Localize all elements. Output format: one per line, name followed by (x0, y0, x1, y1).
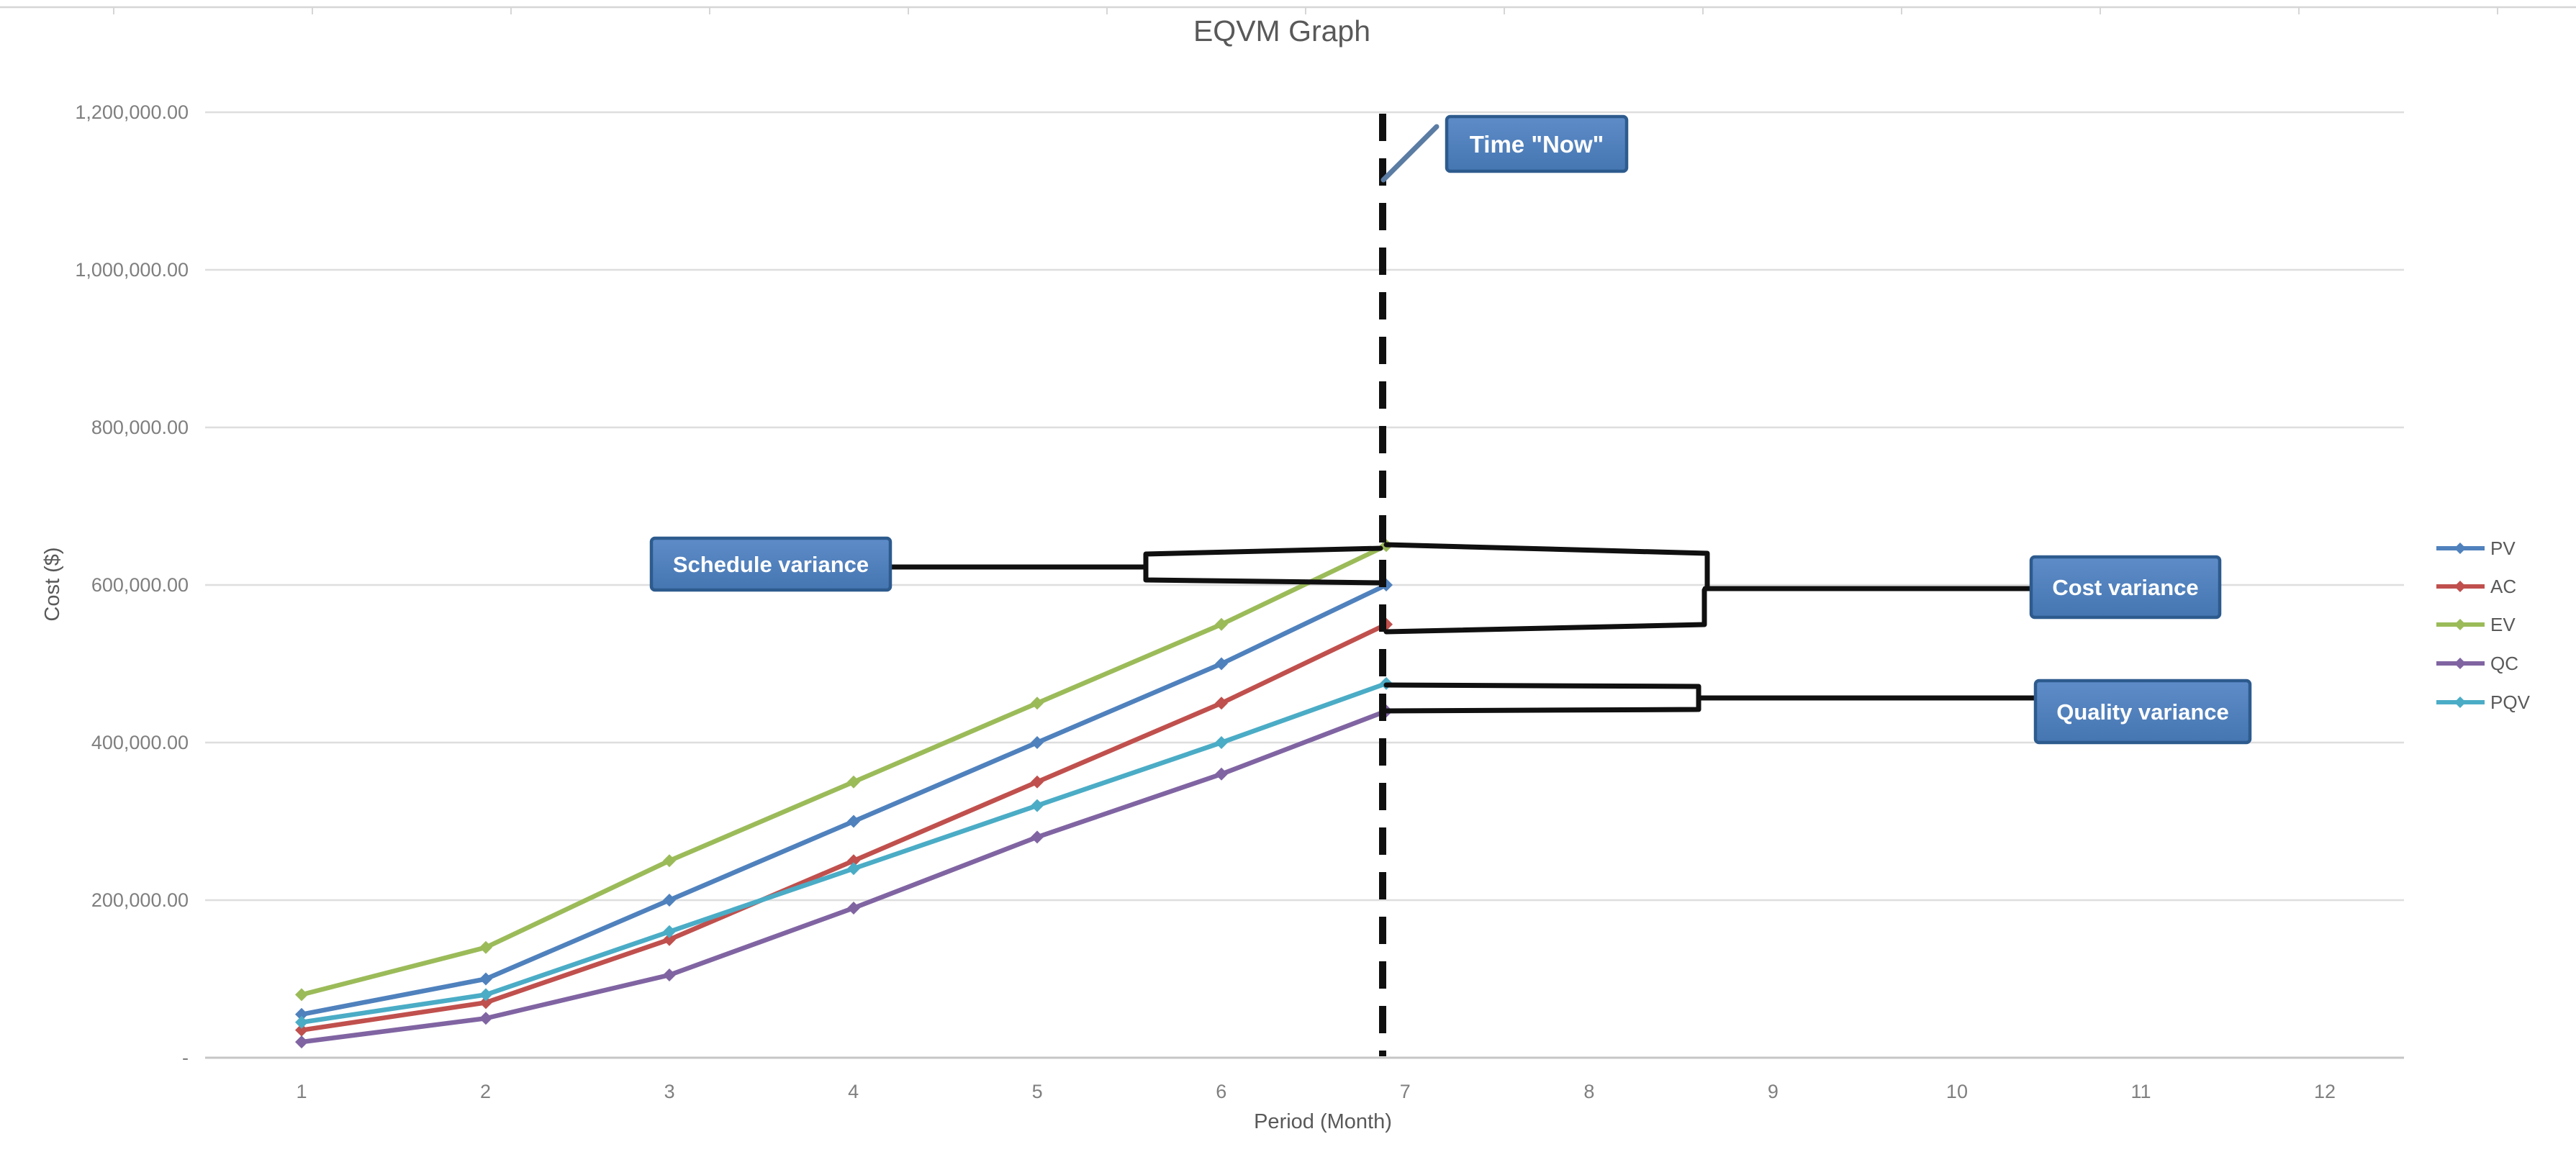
series-QC-line[interactable] (299, 708, 1389, 1045)
series-PQV[interactable] (295, 676, 1393, 1029)
legend-marker-PQV (2454, 697, 2466, 708)
legend-marker-EV (2454, 619, 2466, 630)
series-QC-marker (1031, 830, 1044, 844)
series-PQV-line[interactable] (299, 681, 1389, 1025)
series-EV-marker (295, 988, 308, 1002)
series-QC-marker (663, 968, 676, 982)
x-tick-label: 4 (848, 1081, 859, 1102)
legend-item-PQV[interactable]: PQV (2436, 691, 2531, 713)
quality-variance-callout[interactable]: Quality variance (2033, 679, 2252, 745)
x-tick-label: 10 (1946, 1081, 1968, 1102)
series-EV-marker (847, 775, 860, 789)
series-AC-marker (295, 1023, 308, 1037)
y-tick-label: 800,000.00 (91, 417, 189, 438)
cost-variance-callout-rect[interactable] (2029, 555, 2222, 620)
series-EV-marker (1031, 697, 1044, 710)
series-AC-marker (847, 854, 860, 868)
legend-item-PV[interactable]: PV (2436, 537, 2516, 559)
series-PQV-marker (295, 1015, 308, 1029)
legend-item-QC[interactable]: QC (2436, 653, 2518, 674)
legend-label-PV: PV (2490, 537, 2516, 559)
x-tick-label: 8 (1583, 1081, 1594, 1102)
series-PQV-marker (479, 988, 492, 1002)
cost-variance-bracket (1383, 542, 2034, 635)
series-EV-marker (1215, 617, 1228, 631)
legend-item-AC[interactable]: AC (2436, 576, 2516, 597)
legend-marker-PV (2454, 543, 2466, 554)
cost-variance-callout[interactable]: Cost variance (2029, 555, 2222, 620)
schedule-variance-callout-label: Schedule variance (673, 552, 869, 577)
y-tick-label: 600,000.00 (91, 574, 189, 596)
x-tick-label: 6 (1216, 1081, 1226, 1102)
schedule-variance-callout-rect[interactable] (649, 536, 892, 592)
quality-variance-callout-label: Quality variance (2056, 699, 2229, 725)
series-PV-marker (663, 894, 676, 907)
quality-variance-bracket (1383, 682, 2038, 714)
chart-title: EQVM Graph (1193, 14, 1370, 47)
x-tick-label: 1 (296, 1081, 307, 1102)
y-tick-label: 200,000.00 (91, 889, 189, 911)
series-QC-marker (1215, 767, 1228, 781)
legend-marker-QC (2454, 658, 2466, 669)
series-QC-marker (479, 1012, 492, 1025)
x-tick-label: 7 (1400, 1081, 1411, 1102)
series-AC-marker (663, 933, 676, 946)
x-axis-title: Period (Month) (1254, 1110, 1392, 1133)
series-EV-marker (479, 940, 492, 954)
series-PV-line[interactable] (299, 582, 1389, 1017)
legend-label-QC: QC (2490, 653, 2518, 674)
legend-label-EV: EV (2490, 614, 2516, 635)
cost-variance-callout-label: Cost variance (2052, 575, 2198, 600)
series-PV-marker (1031, 736, 1044, 749)
y-tick-label: 1,200,000.00 (75, 101, 189, 123)
time-now-callout-label: Time "Now" (1470, 131, 1604, 158)
legend-marker-AC (2454, 581, 2466, 592)
schedule-variance-callout[interactable]: Schedule variance (649, 536, 892, 592)
series-QC-marker (847, 901, 860, 915)
x-tick-label: 5 (1032, 1081, 1043, 1102)
x-tick-label: 3 (664, 1081, 675, 1102)
y-tick-label: 400,000.00 (91, 732, 189, 753)
y-axis-title: Cost ($) (41, 547, 64, 621)
legend-label-AC: AC (2490, 576, 2516, 597)
x-tick-label: 11 (2130, 1081, 2151, 1102)
series-PV[interactable] (295, 579, 1393, 1021)
y-tick-label: - (182, 1047, 189, 1069)
series-EV-marker (663, 854, 676, 868)
series-PV-marker (847, 815, 860, 828)
series-PV-marker (479, 972, 492, 986)
quality-variance-callout-rect[interactable] (2033, 679, 2252, 745)
series-PQV-marker (847, 862, 860, 876)
time-now-callout-rect[interactable] (1445, 114, 1629, 173)
x-tick-label: 2 (480, 1081, 491, 1102)
x-tick-label: 12 (2314, 1081, 2336, 1102)
legend-item-EV[interactable]: EV (2436, 614, 2516, 635)
series-QC-marker (295, 1035, 308, 1049)
y-tick-label: 1,000,000.00 (75, 259, 189, 281)
series-PQV-marker (1215, 736, 1228, 749)
series-PV-marker (1215, 657, 1228, 671)
series-PV-marker (295, 1007, 308, 1021)
series-AC-marker (1215, 697, 1228, 710)
schedule-variance-bracket (887, 545, 1383, 586)
legend-label-PQV: PQV (2490, 691, 2531, 713)
time-now-callout[interactable]: Time "Now" (1445, 114, 1629, 173)
series-AC-marker (1031, 775, 1044, 789)
series-PQV-marker (663, 925, 676, 938)
x-tick-label: 9 (1768, 1081, 1779, 1102)
time-now-leader-line (1380, 124, 1440, 183)
series-PQV-marker (1031, 799, 1044, 812)
series-AC-marker (479, 996, 492, 1010)
